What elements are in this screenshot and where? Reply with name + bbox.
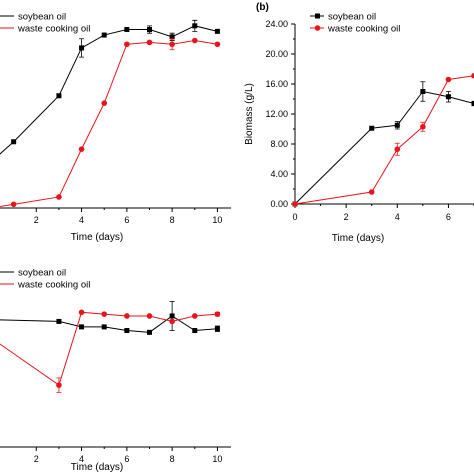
- data-point: [101, 324, 107, 330]
- data-point: [79, 324, 85, 330]
- legend-label: waste cooking oil: [17, 280, 90, 291]
- plot-area: [0, 301, 221, 393]
- data-point: [101, 311, 108, 317]
- data-point: [214, 326, 220, 332]
- legend-label: waste cooking oil: [17, 24, 90, 35]
- data-point: [192, 328, 198, 334]
- data-point: [56, 93, 62, 99]
- y-tick-label: 0.00: [270, 199, 288, 209]
- data-point: [101, 100, 108, 106]
- data-point: [78, 146, 85, 152]
- data-point: [146, 329, 152, 335]
- data-point: [56, 194, 62, 200]
- data-point: [214, 41, 221, 48]
- legend-label: soybean oil: [328, 12, 376, 23]
- data-point: [169, 313, 175, 319]
- data-point: [124, 27, 130, 33]
- x-tick-label: 2: [34, 215, 39, 225]
- data-point: [124, 313, 130, 319]
- data-point: [169, 41, 175, 48]
- x-tick-label: 6: [446, 212, 451, 222]
- y-tick-label: 16.00: [265, 79, 288, 89]
- x-tick-label: 2: [34, 454, 39, 464]
- data-point: [394, 146, 401, 153]
- chart-panel-top-right: 0 2 4 6 Time (days) 0.00 4.00 8.00 12.00 16.00 20.…: [244, 2, 474, 244]
- data-point: [445, 94, 451, 100]
- y-tick-label: 20.00: [265, 49, 288, 59]
- data-point: [471, 101, 474, 106]
- legend-marker: [315, 13, 320, 19]
- plot-area: [292, 72, 474, 207]
- x-axis-title: Time (days): [71, 462, 123, 473]
- x-axis-title: Time (days): [71, 232, 123, 243]
- x-tick-label: 2: [344, 212, 349, 222]
- data-point: [11, 139, 17, 145]
- data-point: [169, 34, 175, 40]
- x-tick-label: 6: [124, 454, 129, 464]
- x-tick-label: 10: [212, 454, 222, 464]
- data-point: [124, 328, 130, 334]
- y-tick-label: 24.00: [265, 19, 288, 29]
- data-point: [369, 125, 375, 131]
- x-tick-label: 6: [124, 215, 129, 225]
- legend-label: soybean oil: [18, 268, 66, 279]
- data-point: [78, 309, 85, 316]
- data-point: [191, 313, 198, 319]
- data-point: [445, 76, 452, 83]
- data-point: [101, 32, 107, 38]
- x-tick-label: 10: [212, 215, 222, 225]
- data-point: [214, 311, 221, 317]
- data-point: [146, 313, 153, 319]
- data-point: [368, 189, 375, 195]
- y-tick-label: 12.00: [265, 109, 288, 119]
- legend-marker: [314, 25, 321, 31]
- x-tick-label: 4: [395, 212, 400, 222]
- x-tick-label: 4: [79, 454, 84, 464]
- legend-label: waste cooking oil: [327, 24, 400, 35]
- data-point: [394, 122, 400, 128]
- series-line-soybean-oil: [0, 25, 218, 155]
- data-point: [192, 23, 198, 29]
- data-point: [124, 41, 130, 48]
- data-point: [191, 37, 198, 44]
- data-point: [56, 318, 62, 324]
- x-tick-label: 4: [79, 215, 84, 225]
- x-axis-title: Time (days): [332, 233, 384, 244]
- x-tick-label: 8: [170, 215, 175, 225]
- y-tick-label: 8.00: [270, 139, 288, 149]
- legend-label: soybean oil: [18, 12, 66, 23]
- plot-area: [0, 19, 221, 208]
- data-point: [420, 89, 426, 94]
- data-point: [214, 28, 220, 34]
- panel-label: (b): [256, 2, 269, 13]
- y-tick-label: 4.00: [270, 169, 288, 179]
- series-line-waste-cooking-oil: [0, 311, 218, 386]
- data-point: [169, 318, 175, 325]
- data-point: [146, 39, 153, 46]
- series-line-soybean-oil: [294, 90, 474, 205]
- x-tick-label: 0: [292, 212, 297, 222]
- data-point: [79, 45, 85, 51]
- data-point: [146, 27, 152, 33]
- x-tick-label: 8: [170, 454, 175, 464]
- data-point: [292, 201, 298, 207]
- y-axis-title: Biomass (g/L): [244, 83, 255, 145]
- data-point: [56, 382, 62, 388]
- series-line-waste-cooking-oil: [294, 75, 474, 205]
- data-point: [471, 72, 474, 79]
- data-point: [420, 123, 426, 130]
- data-point: [10, 201, 17, 208]
- series-line-waste-cooking-oil: [0, 40, 218, 208]
